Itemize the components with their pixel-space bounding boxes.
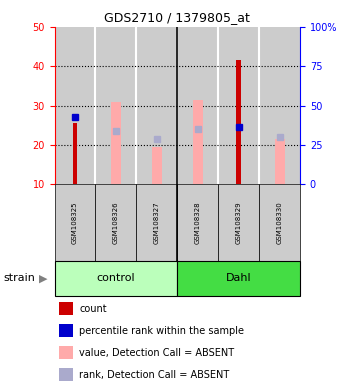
Text: GSM108327: GSM108327 [154,201,160,244]
Text: GSM108330: GSM108330 [277,201,283,244]
Bar [111,102,121,184]
Bar [59,346,73,359]
Bar [59,302,73,315]
Bar [177,27,218,184]
Bar [95,27,136,184]
Text: control: control [97,273,135,283]
Bar [136,27,177,184]
Bar [193,100,203,184]
Text: GSM108329: GSM108329 [236,201,242,244]
Bar [136,184,177,261]
Text: count: count [79,304,107,314]
Bar [73,123,77,184]
Text: GSM108326: GSM108326 [113,201,119,244]
Text: percentile rank within the sample: percentile rank within the sample [79,326,244,336]
Bar [218,27,259,184]
Bar [59,324,73,337]
Text: Dahl: Dahl [226,273,252,283]
Text: rank, Detection Call = ABSENT: rank, Detection Call = ABSENT [79,370,229,380]
Bar [236,60,241,184]
Bar [177,261,300,296]
Bar [177,184,218,261]
Bar [59,368,73,381]
Bar [275,139,285,184]
Bar [259,184,300,261]
Text: strain: strain [3,273,35,283]
Bar [218,184,259,261]
Bar [55,27,95,184]
Title: GDS2710 / 1379805_at: GDS2710 / 1379805_at [104,11,250,24]
Bar [55,261,177,296]
Bar [152,147,162,184]
Bar [95,184,136,261]
Bar [55,184,95,261]
Bar [259,27,300,184]
Text: ▶: ▶ [39,273,48,283]
Text: GSM108325: GSM108325 [72,202,78,244]
Text: GSM108328: GSM108328 [195,201,201,244]
Text: value, Detection Call = ABSENT: value, Detection Call = ABSENT [79,348,234,358]
